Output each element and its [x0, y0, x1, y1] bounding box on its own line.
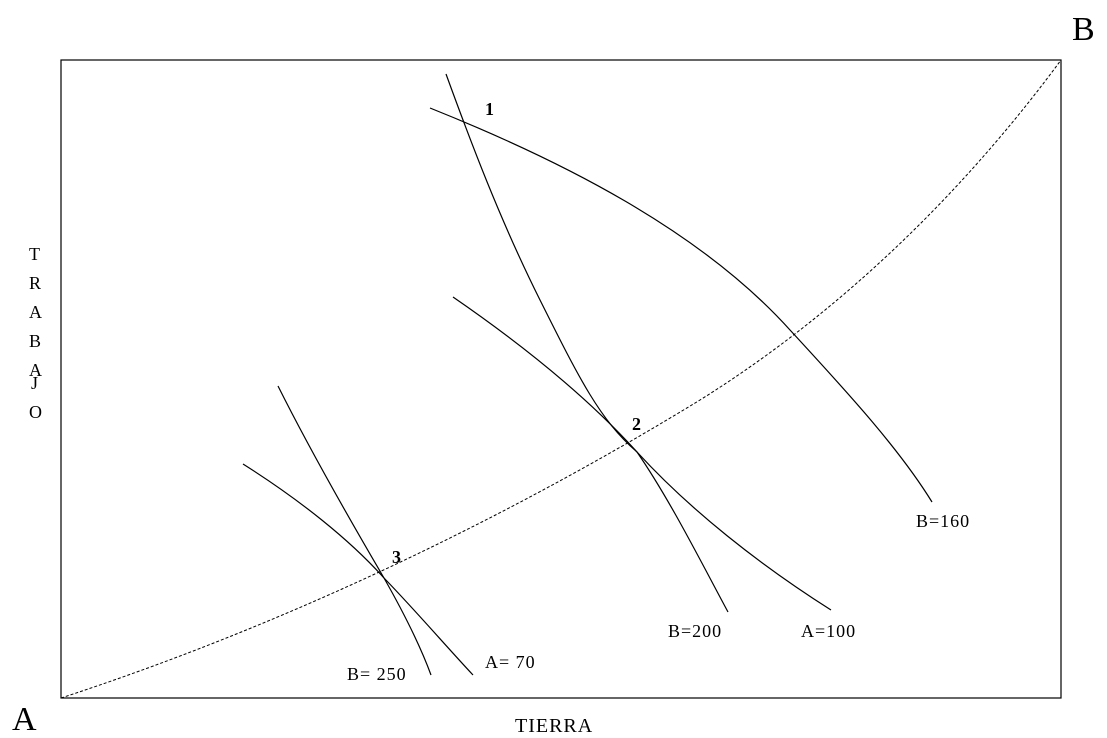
isoquant-b200 — [445, 73, 729, 613]
point-label-2: 2 — [632, 414, 641, 434]
y-axis-letter: T — [29, 244, 40, 264]
corner-label-a: A — [12, 701, 37, 738]
isoquant-a70 — [242, 463, 474, 676]
y-axis-letter: O — [29, 402, 42, 422]
x-axis-label: TIERRA — [515, 715, 593, 737]
y-axis-letter: J — [31, 373, 38, 393]
edgeworth-box-frame — [60, 59, 1062, 699]
contract-curve — [60, 59, 1062, 699]
isoquant-b250 — [277, 385, 432, 676]
y-axis-letter: A — [29, 302, 42, 322]
isoquant-b160 — [429, 107, 933, 503]
y-axis-letter: A — [29, 360, 42, 380]
point-label-1: 1 — [485, 99, 494, 119]
y-axis-letter: R — [29, 273, 41, 293]
curve-label-b250: B= 250 — [347, 664, 407, 684]
curve-label-b200: B=200 — [668, 621, 722, 641]
curve-label-a100: A=100 — [801, 621, 856, 641]
curve-label-a70: A= 70 — [485, 652, 536, 672]
curve-label-b160: B=160 — [916, 511, 970, 531]
y-axis-label: T R A B A J O — [29, 244, 42, 422]
corner-label-b: B — [1072, 11, 1095, 48]
point-label-3: 3 — [392, 547, 401, 567]
y-axis-letter: B — [29, 331, 41, 351]
isoquant-a100 — [452, 296, 832, 611]
